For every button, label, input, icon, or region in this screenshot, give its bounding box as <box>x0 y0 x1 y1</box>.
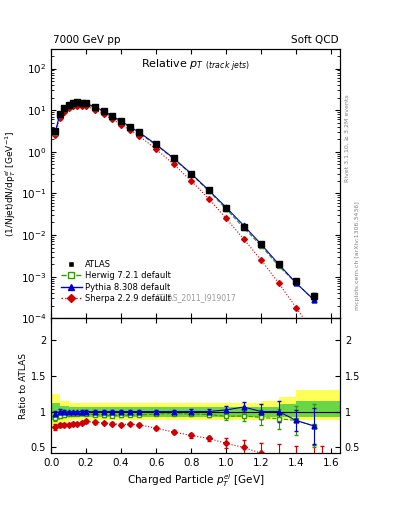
Bar <box>60 406 69 417</box>
Bar <box>112 403 121 420</box>
Bar <box>130 407 139 417</box>
Bar <box>121 403 130 420</box>
X-axis label: Charged Particle $p_T^{el}$ [GeV]: Charged Particle $p_T^{el}$ [GeV] <box>127 472 264 489</box>
Bar <box>244 407 261 417</box>
Bar <box>261 401 279 420</box>
Bar <box>139 403 156 420</box>
Bar <box>296 401 340 417</box>
Text: Rivet 3.1.10, ≥ 3.2M events: Rivet 3.1.10, ≥ 3.2M events <box>345 94 350 182</box>
Bar <box>156 407 174 417</box>
Bar <box>209 403 226 420</box>
Bar <box>279 404 296 417</box>
Text: Relative $p_{T}$ $_{(track\ jets)}$: Relative $p_{T}$ $_{(track\ jets)}$ <box>141 58 250 74</box>
Bar <box>95 403 104 420</box>
Bar <box>244 403 261 420</box>
Text: Soft QCD: Soft QCD <box>291 34 339 45</box>
Bar <box>261 407 279 417</box>
Text: mcplots.cern.ch [arXiv:1306.3436]: mcplots.cern.ch [arXiv:1306.3436] <box>355 202 360 310</box>
Bar <box>69 407 77 417</box>
Bar <box>296 390 340 420</box>
Text: ATLAS_2011_I919017: ATLAS_2011_I919017 <box>154 293 237 302</box>
Bar <box>104 407 112 417</box>
Bar <box>156 403 174 420</box>
Bar <box>174 407 191 417</box>
Bar <box>209 407 226 417</box>
Y-axis label: Ratio to ATLAS: Ratio to ATLAS <box>19 353 28 419</box>
Bar <box>191 403 209 420</box>
Bar <box>95 407 104 417</box>
Y-axis label: (1/Njet)dN/dp$_T^{el}$ [GeV$^{-1}$]: (1/Njet)dN/dp$_T^{el}$ [GeV$^{-1}$] <box>3 130 18 237</box>
Bar <box>279 397 296 420</box>
Text: 7000 GeV pp: 7000 GeV pp <box>53 34 121 45</box>
Bar <box>104 403 112 420</box>
Bar <box>174 403 191 420</box>
Bar <box>226 407 244 417</box>
Bar <box>121 407 130 417</box>
Bar <box>69 403 77 420</box>
Bar <box>51 394 60 430</box>
Bar <box>112 407 121 417</box>
Bar <box>86 407 95 417</box>
Bar <box>130 403 139 420</box>
Bar <box>139 407 156 417</box>
Bar <box>86 403 95 420</box>
Bar <box>51 403 60 420</box>
Bar <box>60 401 69 422</box>
Bar <box>77 407 86 417</box>
Bar <box>226 403 244 420</box>
Legend: ATLAS, Herwig 7.2.1 default, Pythia 8.308 default, Sherpa 2.2.9 default: ATLAS, Herwig 7.2.1 default, Pythia 8.30… <box>61 260 171 303</box>
Bar <box>191 407 209 417</box>
Bar <box>77 403 86 420</box>
